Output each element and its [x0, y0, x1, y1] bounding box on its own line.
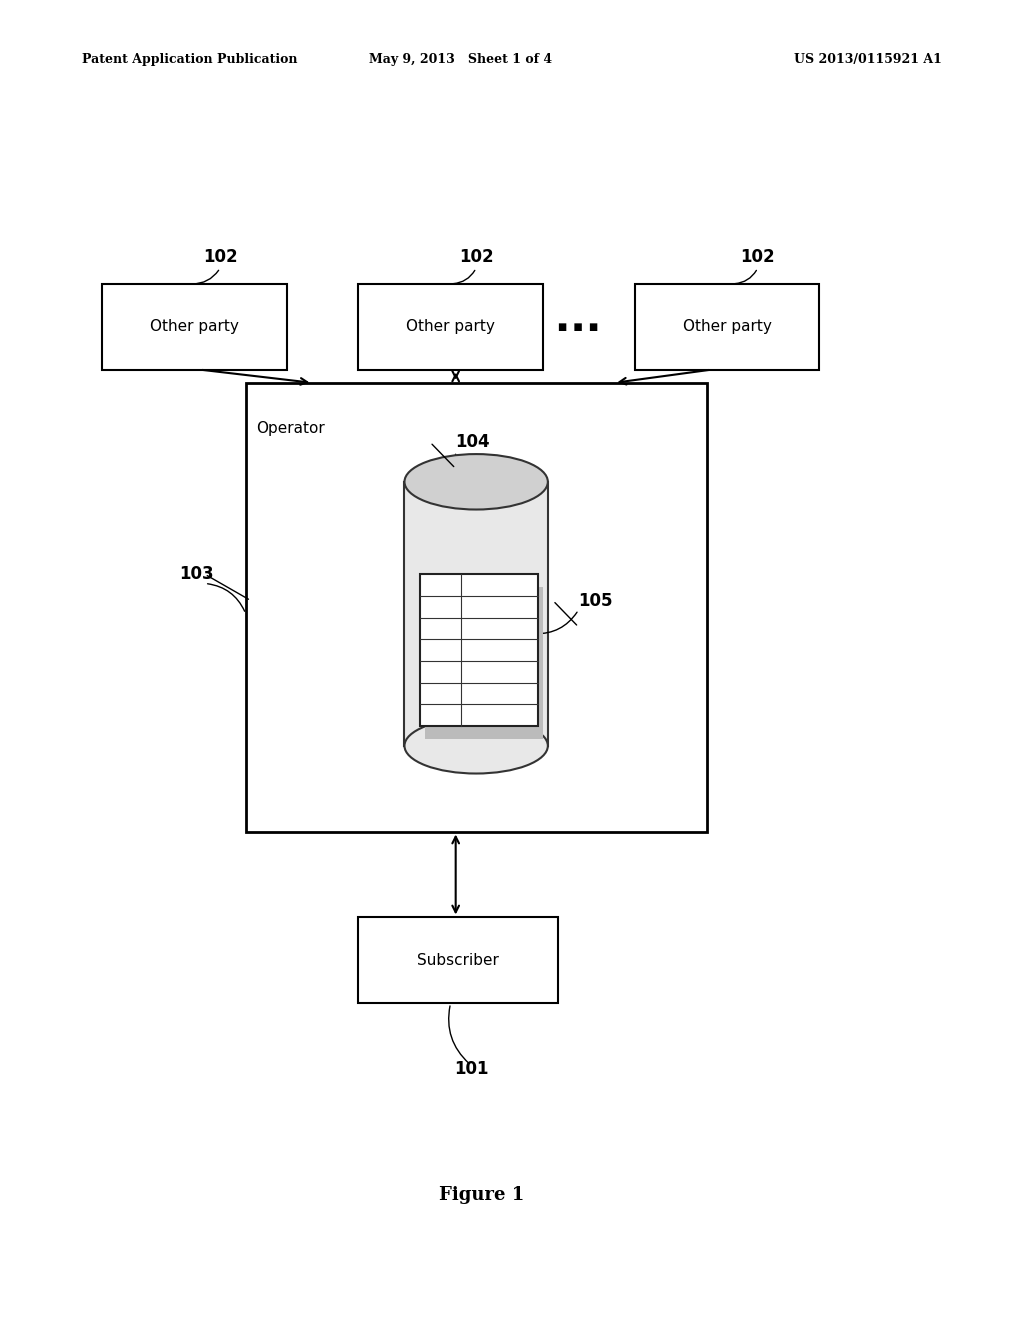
- Text: 102: 102: [459, 248, 494, 267]
- Text: US 2013/0115921 A1: US 2013/0115921 A1: [795, 53, 942, 66]
- FancyBboxPatch shape: [358, 917, 558, 1003]
- Bar: [404, 482, 548, 746]
- Text: 103: 103: [179, 565, 214, 583]
- Ellipse shape: [404, 718, 548, 774]
- Bar: [425, 587, 543, 739]
- Text: Other party: Other party: [151, 319, 239, 334]
- Text: Other party: Other party: [407, 319, 495, 334]
- Text: ■  ■  ■: ■ ■ ■: [558, 322, 599, 333]
- Text: 102: 102: [203, 248, 238, 267]
- Ellipse shape: [404, 454, 548, 510]
- Text: 101: 101: [454, 1060, 488, 1078]
- FancyBboxPatch shape: [358, 284, 543, 370]
- Bar: [420, 574, 538, 726]
- Text: Patent Application Publication: Patent Application Publication: [82, 53, 297, 66]
- Text: May 9, 2013   Sheet 1 of 4: May 9, 2013 Sheet 1 of 4: [370, 53, 552, 66]
- Text: Other party: Other party: [683, 319, 771, 334]
- Text: 104: 104: [456, 433, 490, 451]
- Text: Operator: Operator: [256, 421, 325, 437]
- Text: 102: 102: [740, 248, 775, 267]
- FancyBboxPatch shape: [102, 284, 287, 370]
- Text: Figure 1: Figure 1: [438, 1185, 524, 1204]
- FancyBboxPatch shape: [635, 284, 819, 370]
- Text: Subscriber: Subscriber: [418, 953, 499, 968]
- Text: 105: 105: [579, 591, 613, 610]
- FancyBboxPatch shape: [246, 383, 707, 832]
